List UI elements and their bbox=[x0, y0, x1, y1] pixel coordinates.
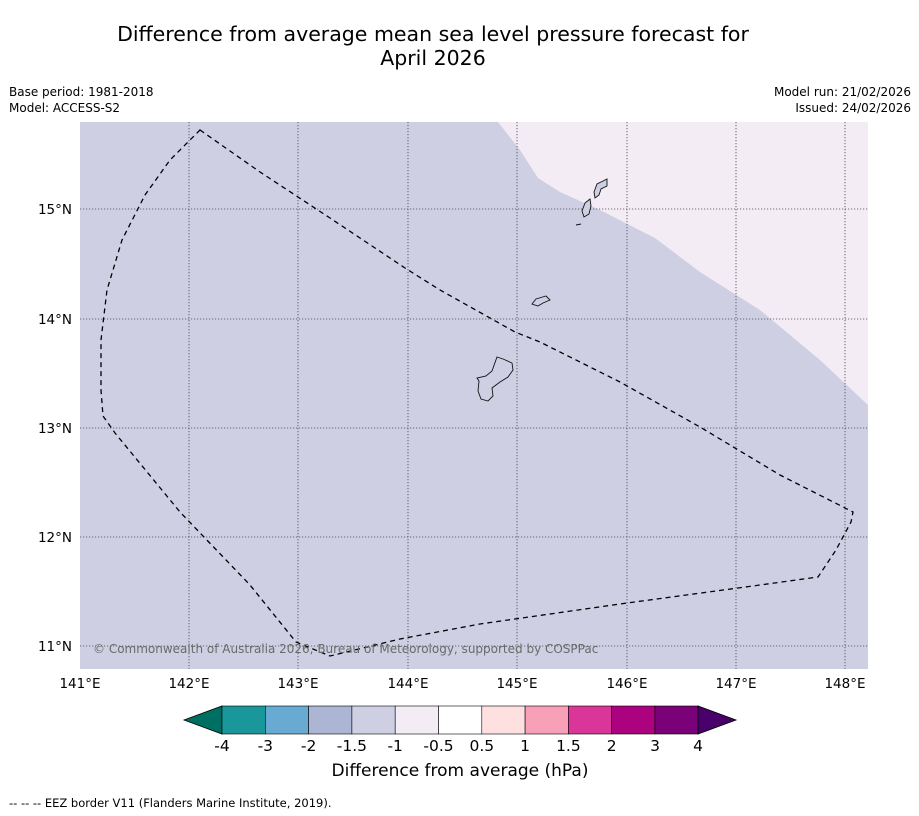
issued-text: Issued: 24/02/2026 bbox=[795, 101, 911, 115]
model-text: Model: ACCESS-S2 bbox=[9, 101, 121, 115]
colorbar-segment bbox=[438, 705, 483, 735]
longitude-labels: 141°E 142°E 143°E 144°E 145°E 146°E 147°… bbox=[59, 676, 865, 692]
lon-label-145: 145°E bbox=[496, 676, 537, 692]
lat-label-15: 15°N bbox=[38, 202, 72, 218]
lon-label-146: 146°E bbox=[606, 676, 647, 692]
lat-label-11: 11°N bbox=[38, 639, 72, 655]
latitude-labels: 15°N 14°N 13°N 12°N 11°N bbox=[38, 202, 72, 655]
copyright-text: © Commonwealth of Australia 2026, Bureau… bbox=[93, 642, 598, 656]
map-title-line1: Difference from average mean sea level p… bbox=[117, 22, 749, 46]
map-title-line2: April 2026 bbox=[380, 46, 486, 70]
colorbar-tick-label: 4 bbox=[693, 737, 703, 755]
colorbar-tick-label: -1.5 bbox=[337, 737, 367, 755]
island-aguijan bbox=[575, 223, 582, 226]
lat-label-14: 14°N bbox=[38, 312, 72, 328]
lon-label-143: 143°E bbox=[277, 676, 318, 692]
lat-label-12: 12°N bbox=[38, 530, 72, 546]
colorbar-min-extension bbox=[182, 705, 223, 735]
lon-label-144: 144°E bbox=[387, 676, 428, 692]
meta-left: Base period: 1981-2018 Model: ACCESS-S2 bbox=[9, 84, 154, 116]
colorbar-tick-label: -4 bbox=[214, 737, 229, 755]
colorbar-segment bbox=[264, 705, 309, 735]
island-guam bbox=[476, 356, 514, 402]
lon-label-148: 148°E bbox=[824, 676, 865, 692]
colorbar-segment bbox=[394, 705, 439, 735]
colorbar-tick-label: -3 bbox=[258, 737, 273, 755]
meta-right: Model run: 21/02/2026 Issued: 24/02/2026 bbox=[774, 84, 911, 116]
lon-label-147: 147°E bbox=[715, 676, 756, 692]
lon-label-141: 141°E bbox=[59, 676, 100, 692]
colorbar-segment bbox=[481, 705, 526, 735]
colorbar-tick-label: 1.5 bbox=[556, 737, 581, 755]
model-run-text: Model run: 21/02/2026 bbox=[773, 85, 911, 99]
colorbar-title: Difference from average (hPa) bbox=[331, 761, 589, 781]
lat-label-13: 13°N bbox=[38, 421, 72, 437]
colorbar-segment bbox=[221, 705, 266, 735]
colorbar-tick-label: -2 bbox=[301, 737, 316, 755]
colorbar-segment bbox=[351, 705, 396, 735]
eez-footnote: -- -- -- EEZ border V11 (Flanders Marine… bbox=[9, 796, 332, 810]
colorbar-segment bbox=[611, 705, 656, 735]
graticule bbox=[80, 122, 868, 669]
colorbar: -4 -3 -2 -1.5 -1 -0.5 0.5 1 1.5 2 3 4 bbox=[182, 705, 738, 755]
colorbar-tick-label: 1 bbox=[520, 737, 530, 755]
colorbar-segment bbox=[654, 705, 699, 735]
map-title: Difference from average mean sea level p… bbox=[100, 22, 766, 70]
island-tinian bbox=[581, 198, 592, 218]
colorbar-segment bbox=[308, 705, 353, 735]
colorbar-tick-label: 3 bbox=[650, 737, 660, 755]
island-rota bbox=[531, 295, 551, 307]
colorbar-segment bbox=[524, 705, 569, 735]
base-period-text: Base period: 1981-2018 bbox=[9, 85, 154, 99]
islands bbox=[476, 178, 608, 402]
lon-label-142: 142°E bbox=[168, 676, 209, 692]
colorbar-max-extension bbox=[697, 705, 738, 735]
eez-border bbox=[100, 129, 854, 657]
island-saipan bbox=[593, 178, 608, 199]
pressure-anomaly-northeast-area bbox=[498, 122, 868, 405]
colorbar-tick-label: 2 bbox=[607, 737, 617, 755]
colorbar-tick-label: -0.5 bbox=[423, 737, 453, 755]
colorbar-tick-label: -1 bbox=[387, 737, 402, 755]
colorbar-segment bbox=[568, 705, 613, 735]
colorbar-tick-label: 0.5 bbox=[469, 737, 494, 755]
